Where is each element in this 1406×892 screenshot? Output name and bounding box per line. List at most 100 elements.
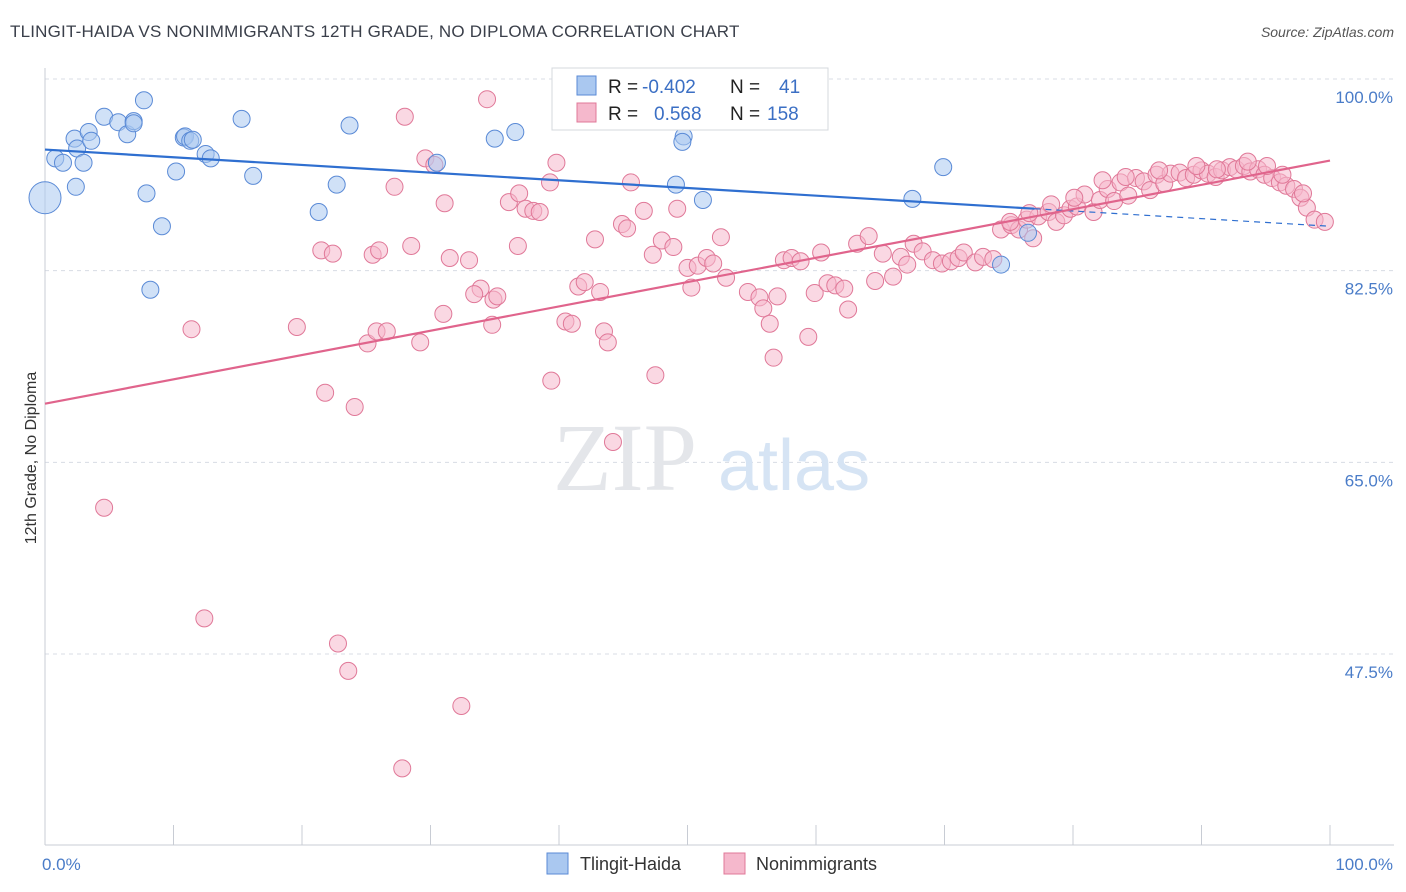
- nonimmigrants-point-50: [618, 219, 637, 238]
- tlingit-haida-point-24: [232, 109, 251, 128]
- nonimmigrants-point-22: [435, 194, 454, 213]
- nonimmigrants-point-80: [839, 300, 858, 319]
- tlingit-haida-point-29: [427, 153, 446, 172]
- tlingit-haida-point-13: [124, 114, 143, 133]
- stats-r-label-2: R =: [608, 104, 638, 125]
- tlingit-haida-point-14: [134, 91, 153, 110]
- nonimmigrants-point-39: [547, 153, 566, 172]
- nonimmigrants-point-148: [1294, 184, 1313, 203]
- stats-legend-box: [551, 67, 829, 131]
- stats-n-label-1: N =: [730, 77, 760, 98]
- tlingit-haida-points: [28, 91, 1038, 299]
- nonimmigrants-point-52: [634, 201, 653, 220]
- nonimmigrants-point-75: [805, 284, 824, 303]
- nonimmigrants-point-67: [754, 299, 773, 318]
- nonimmigrants-trend-line: [44, 159, 1331, 405]
- nonimmigrants-point-23: [440, 249, 459, 267]
- tlingit-haida-trend-extension: [1034, 208, 1331, 227]
- nonimmigrants-point-146: [1258, 157, 1277, 175]
- nonimmigrants-point-48: [603, 433, 622, 451]
- nonimmigrants-point-62: [704, 254, 723, 273]
- nonimmigrants-point-0: [95, 498, 114, 517]
- tlingit-haida-point-27: [327, 175, 346, 194]
- nonimmigrants-point-74: [799, 327, 818, 346]
- tlingit-haida-point-33: [666, 175, 685, 194]
- bottom-legend: Tlingit-Haida Nonimmigrants: [546, 852, 877, 875]
- nonimmigrants-point-38: [542, 371, 561, 390]
- stats-legend: R = -0.402 N = 41 R = 0.568 N = 158: [551, 67, 829, 131]
- stats-r-value-2: 0.568: [654, 104, 702, 125]
- nonimmigrants-point-84: [873, 244, 892, 263]
- x-tick-label-0: 0.0%: [42, 855, 81, 874]
- nonimmigrants-point-21: [434, 304, 453, 323]
- nonimmigrants-point-6: [328, 634, 347, 653]
- nonimmigrants-point-36: [530, 203, 549, 221]
- stats-r-label-1: R =: [608, 77, 638, 98]
- stats-n-value-2: 158: [767, 104, 799, 125]
- nonimmigrants-point-83: [866, 272, 885, 290]
- nonimmigrants-point-59: [682, 278, 701, 297]
- nonimmigrants-point-30: [488, 287, 507, 306]
- nonimmigrants-point-16: [395, 107, 414, 126]
- nonimmigrants-point-3: [287, 318, 306, 336]
- stats-r-value-1: -0.402: [642, 77, 696, 98]
- x-ticks: [44, 825, 1331, 845]
- tlingit-haida-point-8: [82, 131, 101, 150]
- nonimmigrants-point-53: [643, 245, 662, 264]
- nonimmigrants-point-56: [664, 238, 683, 257]
- tlingit-haida-trend-line: [44, 148, 1035, 210]
- nonimmigrants-point-156: [323, 244, 342, 263]
- tlingit-haida-point-30: [485, 129, 504, 148]
- watermark-atlas: atlas: [718, 426, 870, 506]
- tlingit-haida-point-26: [309, 203, 328, 221]
- nonimmigrants-point-12: [370, 241, 389, 260]
- nonimmigrants-point-54: [646, 366, 665, 385]
- nonimmigrants-point-8: [345, 397, 364, 416]
- nonimmigrants-point-45: [591, 282, 610, 301]
- nonimmigrants-point-79: [835, 279, 854, 298]
- nonimmigrants-point-149: [1150, 161, 1169, 180]
- nonimmigrants-point-70: [768, 287, 787, 306]
- legend-swatch-nonimmigrants: [723, 852, 746, 875]
- nonimmigrants-point-18: [411, 333, 430, 352]
- nonimmigrants-point-47: [598, 333, 617, 352]
- y-tick-labels: 100.0% 82.5% 65.0% 47.5%: [1335, 88, 1393, 682]
- nonimmigrants-point-63: [711, 228, 730, 247]
- nonimmigrants-point-44: [585, 230, 604, 249]
- x-tick-labels: 0.0% 100.0%: [42, 855, 1393, 874]
- nonimmigrants-point-24: [452, 696, 471, 715]
- nonimmigrants-point-5: [316, 383, 335, 402]
- source-label: Source: ZipAtlas.com: [1260, 24, 1394, 40]
- tlingit-haida-point-2: [53, 153, 72, 172]
- trend-lines: [44, 148, 1331, 405]
- nonimmigrants-point-41: [562, 314, 581, 333]
- nonimmigrants-point-150: [1116, 167, 1135, 186]
- tlingit-haida-point-40: [183, 130, 202, 149]
- nonimmigrants-point-87: [898, 255, 917, 274]
- nonimmigrants-point-15: [393, 759, 412, 778]
- chart-title: TLINGIT-HAIDA VS NONIMMIGRANTS 12TH GRAD…: [10, 22, 740, 41]
- nonimmigrants-point-151: [1093, 171, 1112, 190]
- tlingit-haida-point-37: [992, 255, 1011, 274]
- tlingit-haida-point-38: [1019, 223, 1038, 242]
- nonimmigrants-point-64: [717, 268, 736, 287]
- nonimmigrants-point-142: [1315, 212, 1334, 231]
- nonimmigrants-point-1: [182, 320, 201, 339]
- nonimmigrants-point-51: [621, 173, 640, 192]
- legend-label-tlingit-haida: Tlingit-Haida: [580, 854, 682, 874]
- tlingit-haida-point-39: [673, 132, 692, 151]
- y-tick-label-0: 100.0%: [1335, 88, 1393, 107]
- nonimmigrants-point-14: [385, 177, 404, 196]
- nonimmigrants-points: [95, 90, 1334, 778]
- nonimmigrants-point-25: [460, 251, 479, 270]
- y-axis-title: 12th Grade, No Diploma: [23, 372, 40, 545]
- nonimmigrants-point-32: [508, 236, 527, 255]
- tlingit-haida-point-34: [693, 190, 712, 209]
- nonimmigrants-point-68: [760, 314, 779, 333]
- nonimmigrants-point-69: [764, 348, 783, 367]
- nonimmigrants-point-152: [1065, 188, 1084, 207]
- nonimmigrants-point-115: [1119, 186, 1138, 205]
- tlingit-haida-point-18: [167, 162, 186, 181]
- tlingit-haida-point-25: [244, 166, 263, 185]
- nonimmigrants-point-57: [668, 199, 687, 218]
